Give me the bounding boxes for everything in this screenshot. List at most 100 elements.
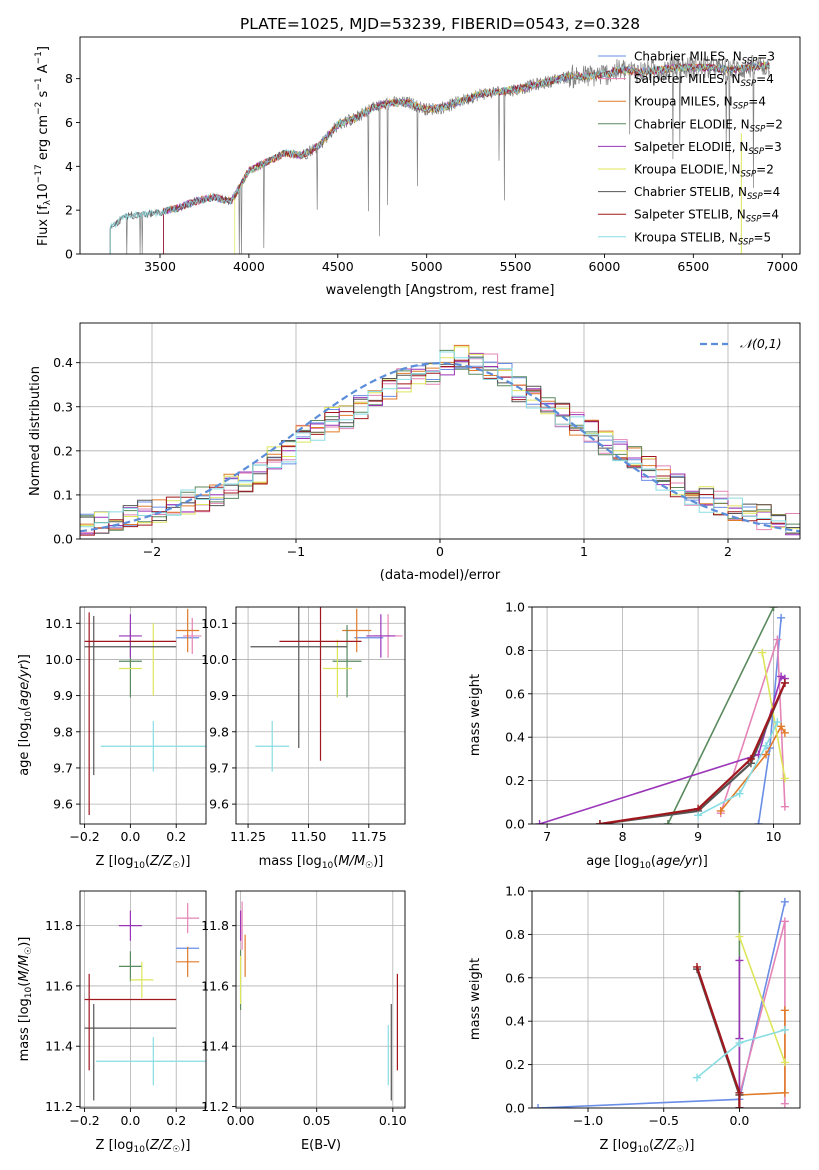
y-tick-label: 11.2 [45, 1099, 73, 1114]
legend-label: Salpeter MILES, NSSP=4 [634, 72, 774, 89]
x-tick-label: 1 [580, 544, 588, 559]
axes-frame [235, 606, 406, 825]
model-spectrum-line [163, 62, 770, 254]
y-tick-label: 11.8 [201, 918, 229, 933]
x-tick-label: 11.25 [230, 829, 266, 844]
legend-label: 𝒩(0,1) [740, 336, 782, 351]
model-spectrum-line [163, 61, 770, 254]
model-spectrum-line [163, 62, 770, 254]
p7-xlabel: Z [log10(Z/Z☉)] [600, 1138, 695, 1155]
axes-overlay: −2 −1 0 1 2 0.0 0.1 0.2 0.3 0.4 𝒩(0,1) [53, 322, 801, 559]
y-tick-label: 0.2 [53, 443, 73, 458]
age-vs-mass-panel: 11.25 11.50 11.75 9.6 9.7 9.8 9.9 10.0 10.1 [201, 606, 406, 844]
point-marker [754, 820, 763, 824]
p4-xlabel: age [log10(age/yr)] [586, 854, 708, 871]
model-spectrum-line [163, 61, 770, 254]
p5-ylabel: mass [log10(M/M☉)] [17, 937, 34, 1062]
x-tick-label: 3500 [144, 259, 176, 274]
y-tick-label: 0.4 [53, 355, 73, 370]
axes-frame [79, 890, 207, 1109]
point-marker [735, 1104, 744, 1108]
point-marker [735, 789, 744, 798]
x-tick-label: −1 [287, 544, 305, 559]
point-marker [780, 678, 789, 687]
spectrum-ylabel: Flux [fλ10−17 erg cm−2 s−1 A−1] [34, 46, 53, 246]
point-marker [693, 1073, 702, 1082]
axes-overlay: 3500 4000 4500 5000 5500 6000 6500 7000 0 2 4 6 8 Cha… [65, 36, 801, 274]
x-tick-label: 0.10 [379, 1113, 407, 1128]
mass-vs-metallicity-panel: −0.2 0.0 0.2 11.2 11.4 11.6 11.8 [45, 890, 207, 1128]
y-tick-label: 11.2 [201, 1099, 229, 1114]
x-tick-label: 0.05 [303, 1113, 331, 1128]
plot-area [535, 607, 789, 824]
x-tick-label: 5500 [500, 259, 532, 274]
point-marker [777, 613, 786, 622]
spectrum-panel: 3500 4000 4500 5000 5500 6000 6500 7000 0 2 4 6 8 Cha… [65, 36, 801, 274]
point-marker [762, 741, 771, 750]
x-tick-label: 7000 [766, 259, 798, 274]
point-marker [735, 1038, 744, 1047]
x-tick-label: 2 [724, 544, 732, 559]
spectrum-xlabel: wavelength [Angstrom, rest frame] [326, 283, 555, 298]
x-tick-label: 0.0 [120, 1113, 140, 1128]
point-marker [780, 728, 789, 737]
p2-xlabel: Z [log10(Z/Z☉)] [96, 854, 191, 871]
point-marker [780, 1058, 789, 1067]
y-tick-label: 9.8 [53, 724, 73, 739]
point-marker [716, 806, 725, 815]
point-marker [735, 932, 744, 941]
model-spectrum-line [109, 60, 770, 254]
x-tick-label: −2 [143, 544, 161, 559]
plot-area [109, 55, 770, 254]
model-spectrum-line [163, 61, 770, 254]
axes-overlay: 11.25 11.50 11.75 9.6 9.7 9.8 9.9 10.0 10.1 [201, 606, 406, 844]
y-tick-label: 9.7 [53, 760, 73, 775]
p4-ylabel: mass weight [468, 674, 483, 756]
mass-weight-line [696, 1029, 786, 1079]
x-tick-label: 0.0 [729, 1113, 749, 1128]
y-tick-label: 1.0 [505, 600, 525, 615]
p5-xlabel: Z [log10(Z/Z☉)] [96, 1138, 191, 1155]
mass-weight-line [695, 966, 741, 1108]
point-marker [762, 750, 771, 759]
axes-overlay: −1.0 −0.5 0.0 0.0 0.2 0.4 0.6 0.8 1.0 [505, 884, 801, 1128]
point-marker [777, 722, 786, 731]
legend-label: Kroupa STELIB, NSSP=5 [634, 230, 771, 247]
x-tick-label: 6500 [677, 259, 709, 274]
point-marker [735, 1088, 744, 1097]
point-marker [693, 962, 702, 971]
axes-overlay: −0.2 0.0 0.2 9.6 9.7 9.8 9.9 10.0 10.1 [45, 606, 207, 844]
point-marker [694, 811, 703, 820]
point-marker [746, 754, 755, 763]
y-tick-label: 10.1 [201, 616, 229, 631]
point-marker [534, 1104, 543, 1108]
x-tick-label: 4000 [233, 259, 265, 274]
axes-frame [531, 890, 801, 1109]
y-tick-label: 0.8 [505, 927, 525, 942]
point-marker [780, 802, 789, 811]
hist-ylabel: Normed distribution [28, 366, 43, 496]
mass-weight-line [599, 682, 786, 824]
point-marker [780, 1025, 789, 1034]
p7-ylabel: mass weight [468, 958, 483, 1040]
x-tick-label: 7 [543, 829, 551, 844]
x-tick-label: 11.75 [351, 829, 387, 844]
point-marker [769, 607, 778, 611]
y-tick-label: 0.0 [53, 532, 73, 547]
y-tick-label: 9.8 [209, 724, 229, 739]
mass-weight-line [667, 607, 775, 824]
plot-area [534, 891, 789, 1108]
p6-xlabel: E(B-V) [301, 1138, 341, 1153]
x-tick-label: −1.0 [573, 1113, 603, 1128]
mass-weight-line [738, 921, 786, 1104]
y-tick-label: 11.6 [45, 978, 73, 993]
point-marker [780, 1006, 789, 1015]
legend-label: Salpeter STELIB, NSSP=4 [634, 208, 779, 225]
y-tick-label: 11.4 [45, 1039, 73, 1054]
x-tick-label: 0.0 [120, 829, 140, 844]
y-tick-label: 0.3 [53, 399, 73, 414]
point-marker [773, 718, 782, 727]
point-marker [780, 917, 789, 926]
residual-histogram-panel: −2 −1 0 1 2 0.0 0.1 0.2 0.3 0.4 𝒩(0,1) [53, 322, 801, 559]
